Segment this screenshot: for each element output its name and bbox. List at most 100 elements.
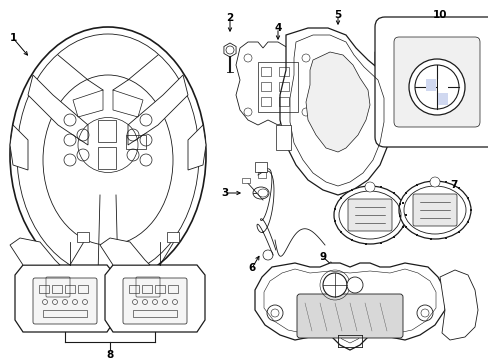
Bar xyxy=(39,285,49,293)
Bar xyxy=(365,243,366,245)
Polygon shape xyxy=(10,238,60,265)
Bar xyxy=(279,67,288,76)
Bar xyxy=(404,192,406,194)
Bar xyxy=(261,97,270,106)
Bar xyxy=(457,188,459,189)
Circle shape xyxy=(346,277,362,293)
Polygon shape xyxy=(396,17,476,27)
Polygon shape xyxy=(128,75,187,145)
FancyBboxPatch shape xyxy=(347,199,391,231)
FancyBboxPatch shape xyxy=(33,278,97,324)
Circle shape xyxy=(429,177,439,187)
Bar xyxy=(379,186,381,188)
Bar xyxy=(78,285,88,293)
FancyBboxPatch shape xyxy=(393,37,479,127)
Text: 10: 10 xyxy=(432,10,447,20)
Bar xyxy=(65,285,75,293)
Bar xyxy=(261,82,270,91)
Bar xyxy=(98,147,116,169)
Text: 6: 6 xyxy=(248,263,255,273)
Polygon shape xyxy=(187,125,205,170)
Bar xyxy=(258,62,297,112)
Polygon shape xyxy=(28,75,88,145)
Bar xyxy=(429,180,431,182)
Bar xyxy=(126,135,146,149)
Bar xyxy=(333,220,335,222)
Circle shape xyxy=(408,59,464,115)
Text: 8: 8 xyxy=(106,350,113,360)
Bar xyxy=(43,310,87,317)
Bar xyxy=(365,185,366,187)
Bar xyxy=(415,234,417,236)
Polygon shape xyxy=(439,270,477,340)
Ellipse shape xyxy=(10,27,205,283)
FancyBboxPatch shape xyxy=(374,17,488,147)
Bar xyxy=(401,202,403,204)
Bar xyxy=(425,93,435,105)
Bar xyxy=(133,310,177,317)
Bar xyxy=(469,209,471,211)
Polygon shape xyxy=(305,52,369,152)
Polygon shape xyxy=(374,47,384,107)
Bar xyxy=(168,285,178,293)
Polygon shape xyxy=(236,42,319,125)
Circle shape xyxy=(364,182,374,192)
Ellipse shape xyxy=(398,181,470,239)
Bar xyxy=(404,214,406,216)
Bar xyxy=(129,285,139,293)
Bar xyxy=(379,242,381,244)
Bar xyxy=(425,79,435,91)
Polygon shape xyxy=(15,265,115,332)
Polygon shape xyxy=(100,238,150,265)
FancyBboxPatch shape xyxy=(412,194,456,226)
Bar xyxy=(392,193,394,194)
Bar xyxy=(444,181,446,183)
Ellipse shape xyxy=(333,186,405,244)
Bar xyxy=(437,79,447,91)
Bar xyxy=(167,232,179,242)
Bar xyxy=(142,285,152,293)
Bar xyxy=(258,172,265,178)
Bar xyxy=(52,285,62,293)
Bar xyxy=(404,226,406,228)
Bar xyxy=(469,209,471,211)
Text: 4: 4 xyxy=(274,23,281,33)
Ellipse shape xyxy=(252,187,268,199)
Bar xyxy=(404,214,406,216)
Bar xyxy=(261,67,270,76)
Bar xyxy=(466,197,468,199)
Bar xyxy=(77,232,89,242)
Bar xyxy=(466,221,468,223)
Bar xyxy=(339,197,341,199)
Circle shape xyxy=(323,273,346,297)
Text: 3: 3 xyxy=(221,188,228,198)
Bar xyxy=(392,235,394,238)
FancyBboxPatch shape xyxy=(123,278,186,324)
Bar xyxy=(398,215,400,217)
Polygon shape xyxy=(280,28,392,195)
Bar xyxy=(415,184,417,186)
Polygon shape xyxy=(254,263,444,350)
FancyBboxPatch shape xyxy=(296,294,402,338)
Bar xyxy=(333,208,335,210)
Bar xyxy=(279,97,288,106)
Bar xyxy=(254,162,266,172)
Text: 7: 7 xyxy=(449,180,457,190)
Text: 9: 9 xyxy=(319,252,326,262)
Bar xyxy=(429,238,431,240)
Bar xyxy=(275,125,290,150)
Ellipse shape xyxy=(43,75,173,245)
Bar xyxy=(350,239,352,241)
Bar xyxy=(339,231,341,233)
Bar xyxy=(401,226,403,228)
Polygon shape xyxy=(105,265,204,332)
Bar xyxy=(437,93,447,105)
Bar xyxy=(279,82,288,91)
Bar xyxy=(155,285,164,293)
Bar xyxy=(398,203,400,205)
Bar xyxy=(98,120,116,142)
Bar xyxy=(444,237,446,239)
Polygon shape xyxy=(10,125,28,170)
Bar xyxy=(457,230,459,233)
Polygon shape xyxy=(224,43,236,57)
